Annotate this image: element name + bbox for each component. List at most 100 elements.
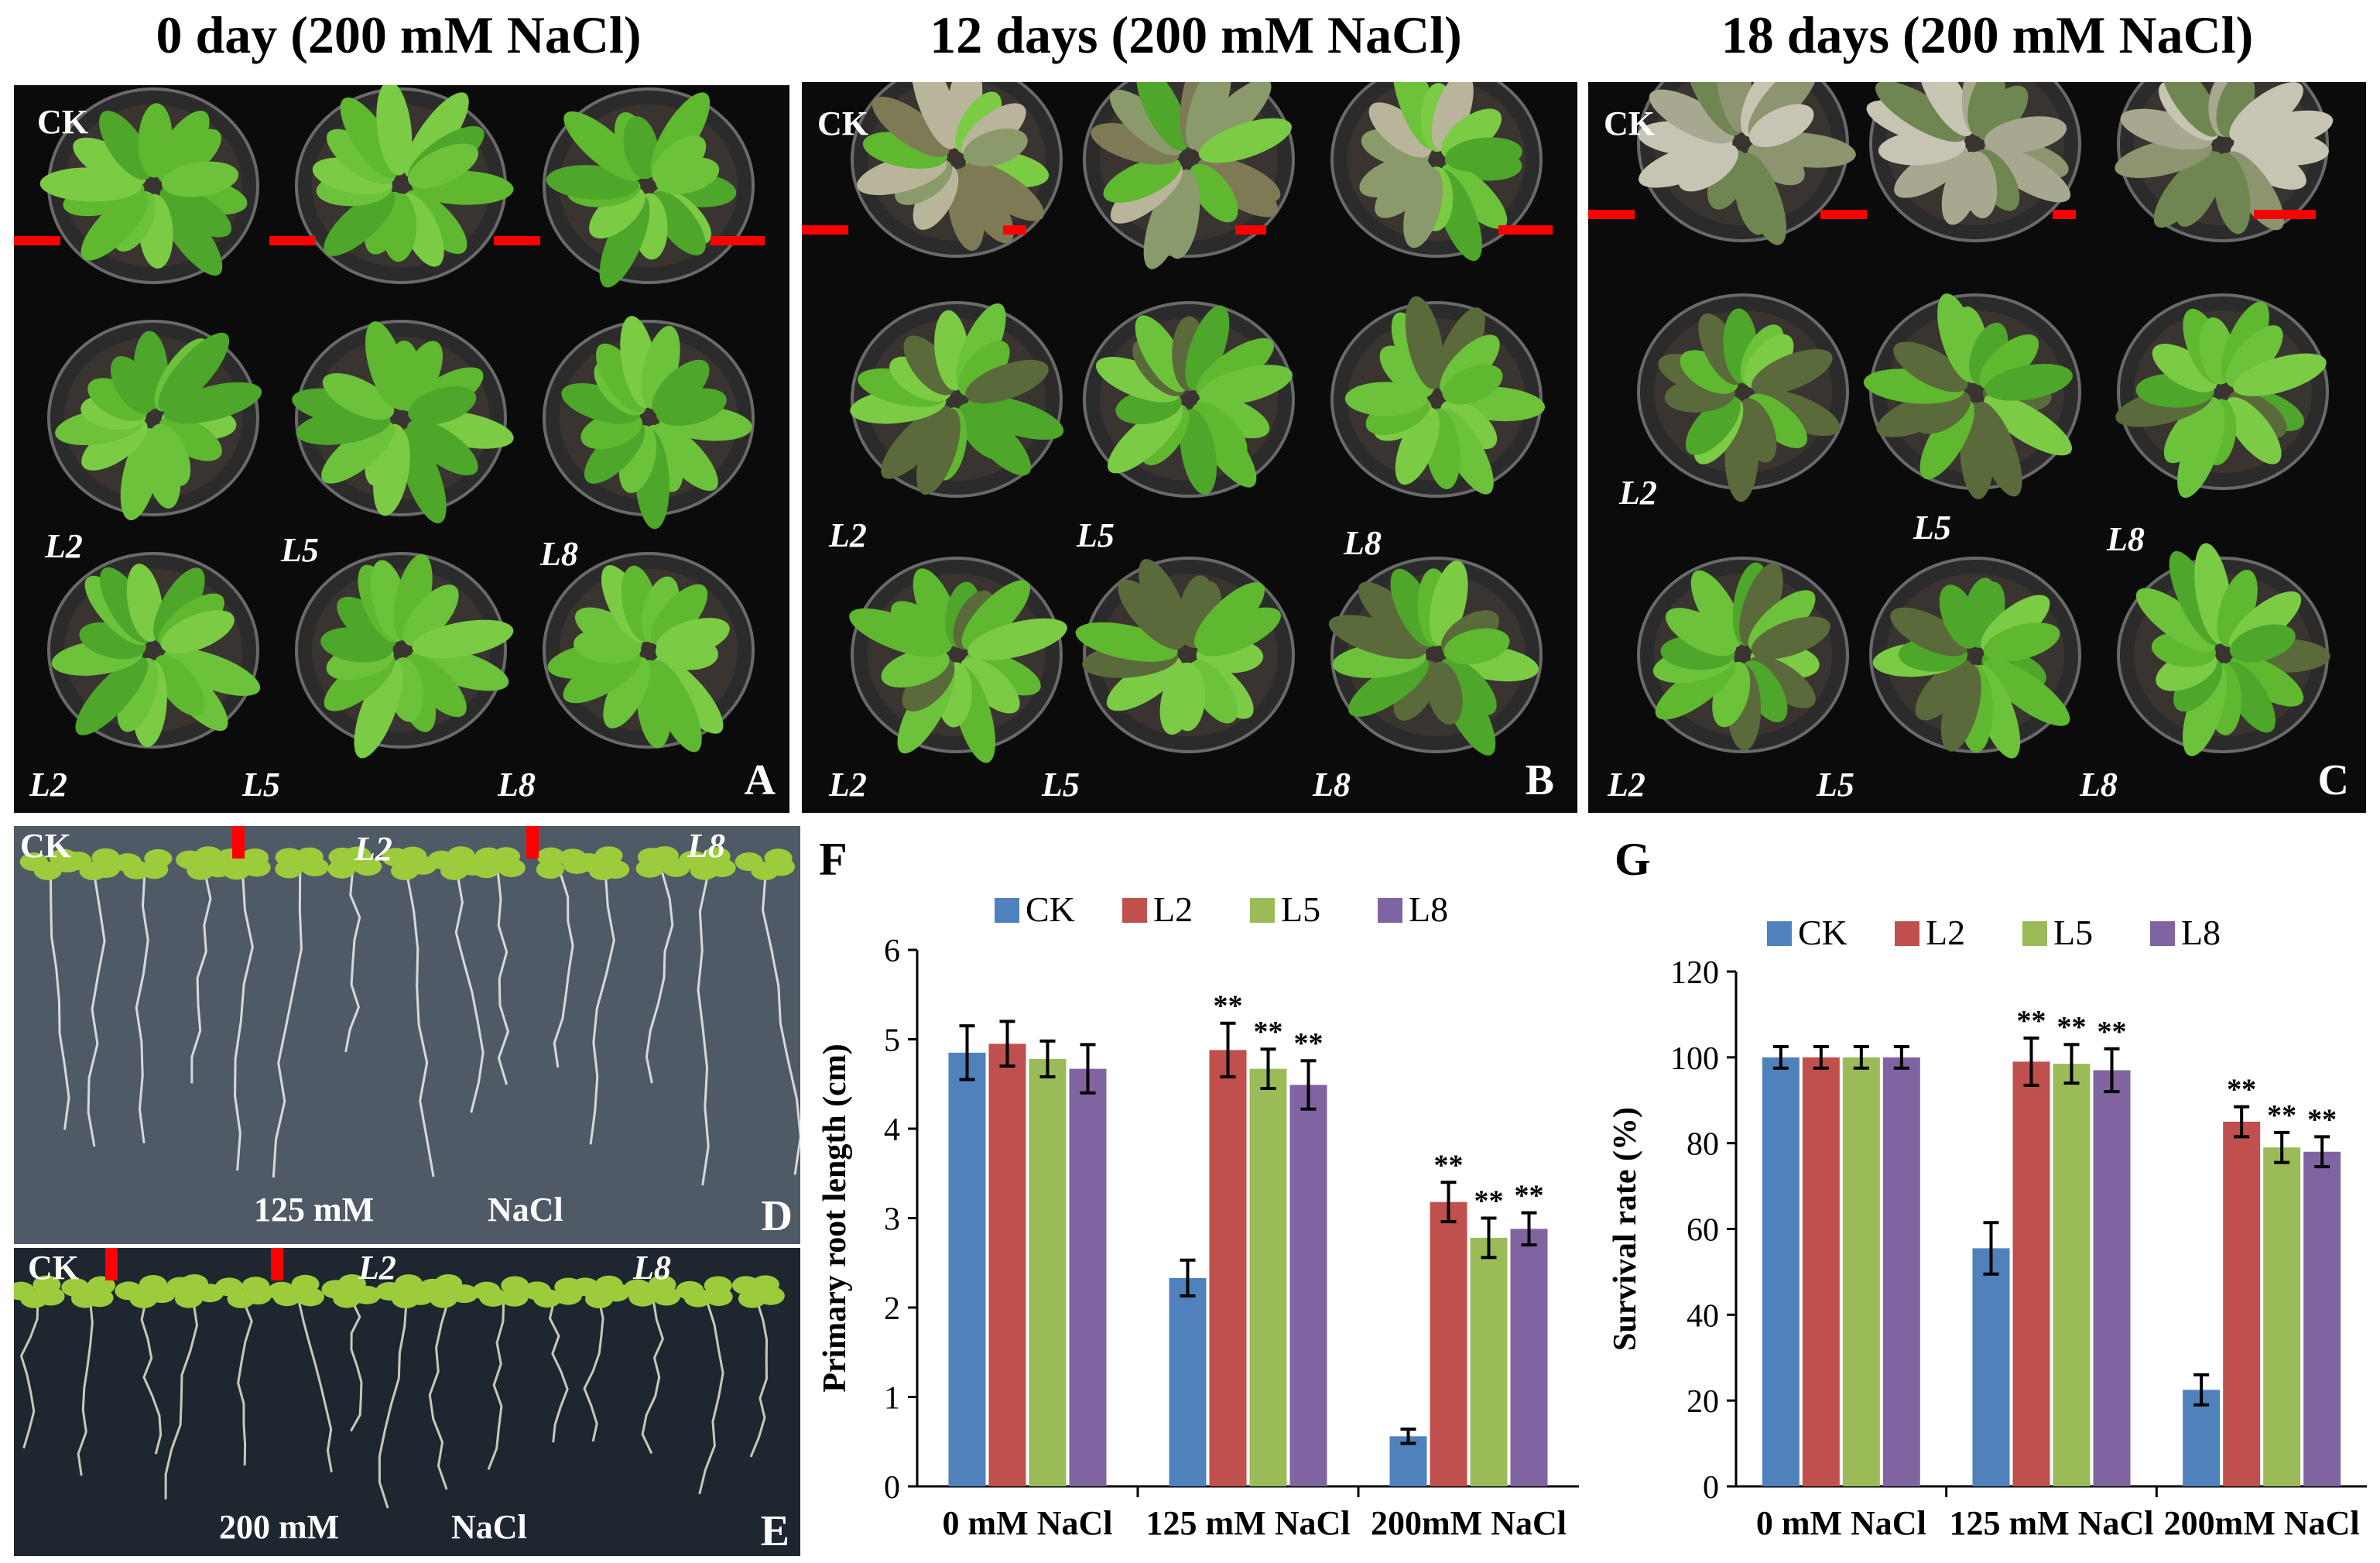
red-marker — [1003, 225, 1026, 235]
error-bar — [1039, 1039, 1056, 1079]
seedling — [216, 848, 271, 1171]
seedling — [679, 847, 736, 1186]
potted-plant — [1637, 557, 1849, 753]
error-bar — [2274, 1130, 2290, 1164]
plate-panel-d: CK L2 L8 125 mM NaCl D — [14, 826, 800, 1244]
label-l2: L2 — [829, 516, 867, 554]
label-l5: L5 — [1077, 516, 1115, 554]
error-bar — [1521, 1211, 1537, 1247]
error-bar — [1440, 1181, 1457, 1224]
y-axis-label: Survival rate (%) — [1608, 1107, 1643, 1351]
bar-l5 — [1249, 1068, 1287, 1486]
potted-plant — [295, 85, 514, 284]
error-bar — [2314, 1135, 2330, 1169]
y-tick-label: 60 — [1687, 1213, 1719, 1249]
panel-letter-d: D — [761, 1192, 793, 1240]
label-l2: L2 — [45, 527, 83, 565]
bar-l5 — [2053, 1064, 2091, 1486]
panel-letter-b: B — [1525, 756, 1554, 804]
legend-label: L8 — [1409, 889, 1448, 929]
y-tick-label: 80 — [1687, 1127, 1719, 1163]
panel-letter-e: E — [760, 1507, 789, 1555]
seedling — [321, 1274, 381, 1432]
potted-plant — [1328, 557, 1543, 756]
seedling — [375, 1274, 434, 1509]
significance-marker: ** — [2057, 1011, 2087, 1044]
seedling — [419, 1274, 478, 1490]
y-tick-label: 2 — [884, 1291, 900, 1327]
label-l8: L8 — [1313, 766, 1351, 804]
seedling — [427, 846, 487, 1113]
significance-marker: ** — [2267, 1099, 2296, 1132]
caption-concentration: 200 mM — [219, 1508, 340, 1546]
potted-plant — [1863, 293, 2081, 499]
x-category-label: 125 mM NaCl — [1146, 1504, 1351, 1542]
significance-marker: ** — [1515, 1180, 1544, 1212]
legend-label: L2 — [1153, 889, 1193, 929]
error-bar — [1400, 1428, 1416, 1445]
seedling — [382, 846, 437, 1177]
potted-plant — [1330, 296, 1546, 498]
potted-plant — [1330, 82, 1543, 262]
seedling — [731, 1275, 785, 1458]
error-bar — [1893, 1044, 1909, 1070]
chart-primary-root-length: F CK L2 L5 L8 0 1 2 3 4 5 6 Primary root length (cm)… — [817, 834, 1579, 1542]
legend-label: L8 — [2181, 913, 2221, 952]
potted-plant — [1083, 82, 1295, 269]
label-l2: L2 — [354, 830, 392, 868]
bar-l8 — [1289, 1085, 1327, 1486]
significance-marker: ** — [1434, 1149, 1464, 1181]
seedling — [176, 846, 233, 1084]
error-bar — [2063, 1043, 2080, 1085]
bar-ck — [1762, 1057, 1800, 1486]
y-tick-label: 3 — [884, 1202, 900, 1238]
y-tick-label: 120 — [1670, 955, 1719, 991]
bar-l5 — [2263, 1147, 2301, 1486]
red-marker — [271, 1248, 283, 1280]
bar-l2 — [2223, 1121, 2261, 1486]
potted-plant — [2115, 82, 2334, 242]
red-marker — [711, 236, 765, 245]
label-ck: CK — [20, 827, 71, 865]
legend-swatch — [1767, 921, 1792, 946]
y-tick-label: 5 — [884, 1023, 900, 1059]
seedling — [215, 1277, 272, 1466]
legend-swatch — [1122, 898, 1147, 923]
caption-salt: NaCl — [488, 1191, 563, 1229]
error-bar — [959, 1024, 975, 1081]
error-bar — [1180, 1258, 1196, 1297]
plate-panel-e: CK L2 L8 200 mM NaCl E — [14, 1248, 800, 1556]
bar-l5 — [1842, 1057, 1880, 1486]
red-marker — [14, 236, 60, 245]
seedling — [19, 848, 82, 1130]
error-bar — [2193, 1373, 2210, 1407]
x-category-label: 0 mM NaCl — [1756, 1504, 1926, 1542]
label-l8: L8 — [1344, 524, 1382, 562]
seedling — [574, 846, 630, 1145]
title-12-days: 12 days (200 mM NaCl) — [930, 5, 1462, 64]
significance-marker: ** — [2017, 1005, 2046, 1037]
panel-letter: F — [819, 834, 848, 885]
label-l2: L2 — [1619, 474, 1657, 512]
seedling — [272, 847, 329, 1178]
legend-swatch — [1895, 921, 1919, 946]
label-l2: L2 — [29, 766, 67, 804]
seedling — [61, 1276, 115, 1476]
potted-plant — [543, 316, 755, 530]
potted-plant — [1869, 557, 2081, 759]
potted-plant — [1075, 557, 1295, 753]
label-l8: L8 — [540, 535, 578, 573]
potted-plant — [292, 320, 514, 524]
label-l8: L8 — [498, 766, 536, 804]
label-ck: CK — [817, 105, 868, 142]
seedling — [635, 846, 690, 1084]
bar-l2 — [1209, 1050, 1247, 1486]
red-marker — [2053, 210, 2076, 219]
label-l2: L2 — [829, 766, 867, 804]
red-marker — [1820, 210, 1867, 219]
chart-survival-rate: G CK L2 L5 L8 0 20 40 60 80 100 120 Survival rate (%… — [1608, 834, 2367, 1542]
bar-l8 — [2093, 1070, 2131, 1486]
y-tick-label: 40 — [1687, 1298, 1719, 1334]
bar-l2 — [1802, 1057, 1840, 1486]
bar-ck — [1169, 1277, 1207, 1486]
